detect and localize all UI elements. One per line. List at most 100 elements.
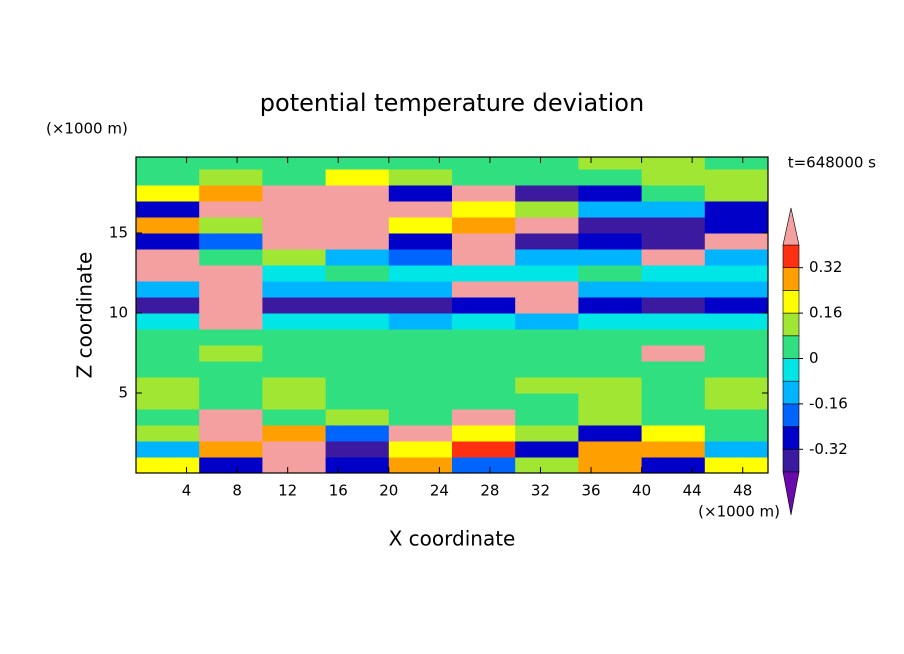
colorbar-over (782, 207, 800, 246)
contour-cell (388, 157, 453, 170)
contour-cell (704, 361, 769, 378)
contour-cell (388, 441, 453, 458)
colorbar-tick-label: 0.16 (809, 304, 842, 322)
contour-cell (578, 441, 643, 458)
contour-cell (388, 393, 453, 410)
contour-cell (515, 201, 579, 218)
contour-cell (452, 281, 516, 298)
contour-cell (452, 201, 516, 218)
contour-cell (452, 409, 516, 426)
contour-cell (515, 313, 579, 330)
x-tick-label: 32 (531, 482, 550, 500)
contour-cell (641, 265, 706, 282)
contour-cell (641, 425, 706, 442)
contour-cell (704, 201, 769, 218)
contour-cell (578, 265, 643, 282)
contour-cell (641, 329, 706, 346)
contour-cell (199, 457, 263, 474)
x-tick-label: 36 (581, 482, 600, 500)
contour-cell (641, 169, 706, 186)
contour-cell (325, 265, 390, 282)
contour-cell (199, 329, 263, 346)
contour-cell (262, 249, 327, 266)
contour-cell (325, 377, 390, 394)
contour-cell (136, 169, 200, 186)
contour-cell (325, 249, 390, 266)
contour-cell (136, 393, 200, 410)
contour-cell (199, 377, 263, 394)
y-tick-label: 15 (109, 224, 128, 242)
contour-cell (578, 233, 643, 250)
contour-cell (388, 265, 453, 282)
contour-cell (704, 297, 769, 314)
contour-cell (325, 329, 390, 346)
contour-cell (578, 409, 643, 426)
contour-cell (515, 345, 579, 362)
colorbar-tick-label: 0.32 (809, 258, 842, 276)
contour-cell (578, 345, 643, 362)
contour-cell (578, 185, 643, 202)
contour-cell (515, 249, 579, 266)
contour-cell (325, 425, 390, 442)
contour-cell (262, 265, 327, 282)
contour-cell (452, 377, 516, 394)
contour-cell (136, 345, 200, 362)
contour-cell (515, 281, 579, 298)
contour-cell (452, 297, 516, 314)
y-tick-label: 10 (109, 304, 128, 322)
contour-cell (199, 157, 263, 170)
contour-cell (325, 281, 390, 298)
contour-cell (262, 313, 327, 330)
contour-cell (199, 217, 263, 234)
contour-cell (262, 185, 327, 202)
contour-cell (704, 217, 769, 234)
contour-cell (641, 201, 706, 218)
contour-cell (262, 297, 327, 314)
contour-cell (325, 457, 390, 474)
contour-cell (199, 233, 263, 250)
contour-cell (325, 441, 390, 458)
time-label: t=648000 s (788, 154, 876, 172)
colorbar-segment (782, 335, 800, 359)
contour-cell (325, 157, 390, 170)
contour-cell (262, 217, 327, 234)
contour-cell (388, 201, 453, 218)
x-tick-label: 28 (480, 482, 499, 500)
colorbar-segment (782, 426, 800, 450)
contour-cell (136, 297, 200, 314)
contour-cell (515, 217, 579, 234)
contour-cell (325, 233, 390, 250)
x-tick-label: 16 (329, 482, 348, 500)
contour-cell (578, 361, 643, 378)
colorbar-segment (782, 448, 800, 473)
contour-cell (136, 217, 200, 234)
contour-cell (704, 409, 769, 426)
x-tick-label: 24 (430, 482, 449, 500)
plot-frame (135, 156, 769, 474)
contour-cell (641, 377, 706, 394)
contour-cell (325, 201, 390, 218)
contour-cell (452, 329, 516, 346)
contour-cell (578, 281, 643, 298)
contour-cell (262, 377, 327, 394)
contour-cell (325, 313, 390, 330)
x-tick-label: 12 (278, 482, 297, 500)
contour-cell (199, 265, 263, 282)
contour-cell (578, 457, 643, 474)
contour-cell (452, 169, 516, 186)
contour-cell (515, 425, 579, 442)
contour-cell (325, 409, 390, 426)
contour-cell (136, 409, 200, 426)
contour-cell (199, 297, 263, 314)
y-unit: (×1000 m) (46, 120, 128, 138)
contour-cell (388, 297, 453, 314)
contour-cell (262, 361, 327, 378)
contour-cell (136, 185, 200, 202)
contour-cell (262, 169, 327, 186)
contour-cell (578, 313, 643, 330)
contour-cell (136, 441, 200, 458)
contour-cell (199, 441, 263, 458)
contour-cell (199, 361, 263, 378)
contour-cell (704, 281, 769, 298)
